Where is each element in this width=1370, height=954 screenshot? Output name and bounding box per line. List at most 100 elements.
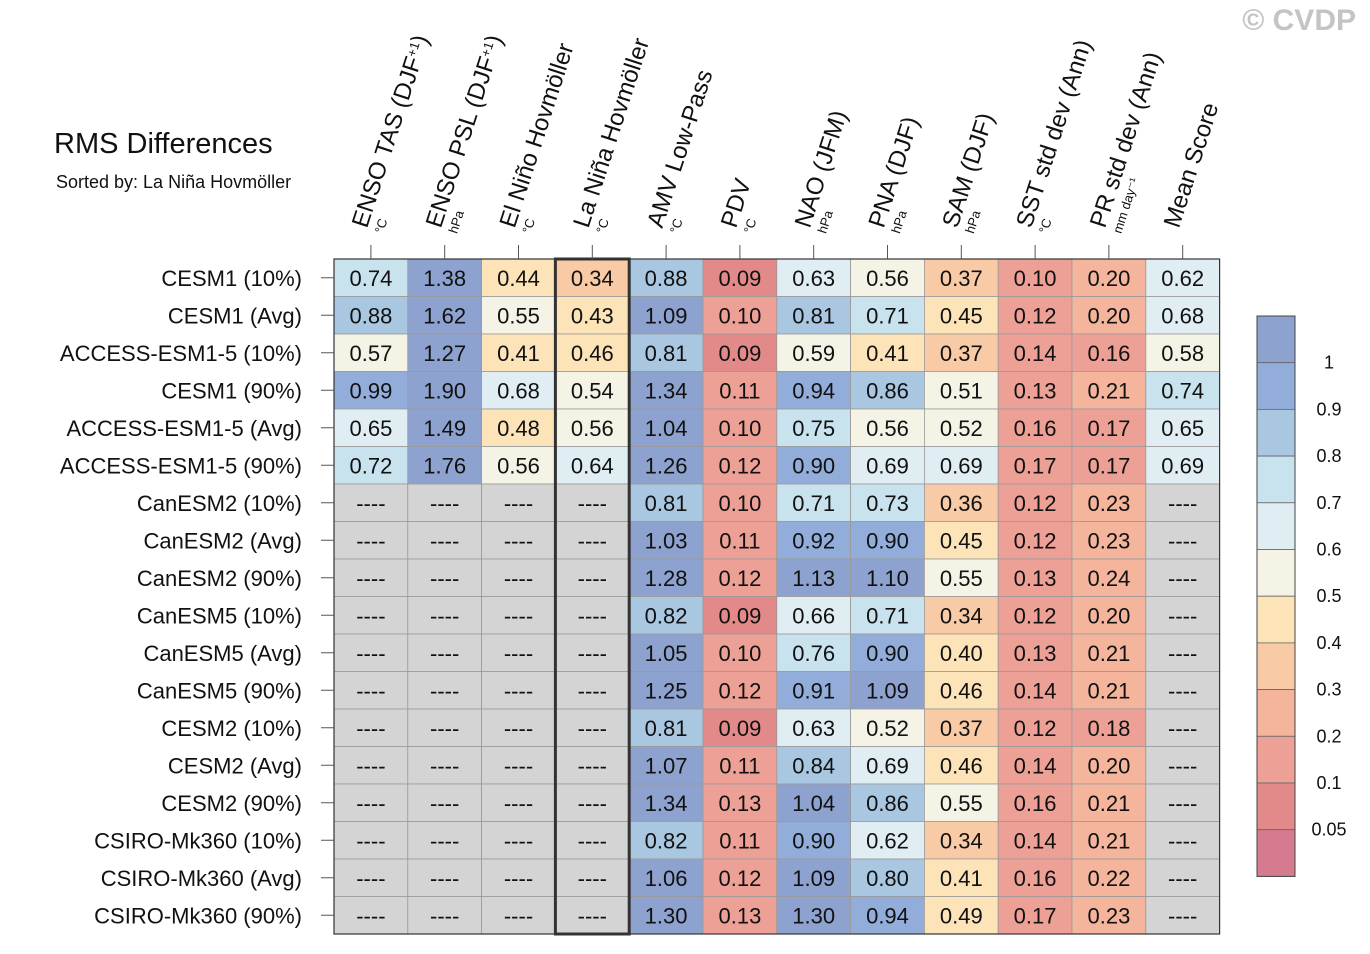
heatmap-cell	[481, 858, 556, 897]
cell-value: 0.10	[718, 491, 761, 516]
cell-value: 0.16	[1014, 866, 1057, 891]
heatmap-cell	[407, 746, 482, 785]
heatmap-cell	[1071, 746, 1147, 785]
cell-value: 0.55	[940, 791, 983, 816]
cell-value: 0.68	[1161, 303, 1204, 328]
cell-value: 0.41	[497, 341, 540, 366]
heatmap-cell	[776, 446, 851, 485]
heatmap-cell	[1071, 896, 1147, 935]
heatmap-cell	[407, 483, 482, 522]
cell-value: 0.37	[940, 716, 983, 741]
row-label: CESM1 (Avg)	[168, 303, 302, 328]
heatmap-cell	[407, 446, 482, 485]
heatmap-cell	[555, 408, 630, 447]
heatmap-cell	[702, 596, 778, 635]
heatmap-cell	[333, 821, 409, 860]
heatmap-cell	[407, 596, 482, 635]
cell-value: 0.20	[1087, 303, 1130, 328]
heatmap-cell	[776, 896, 851, 935]
cell-value: 1.28	[645, 566, 688, 591]
cell-value: 0.55	[497, 303, 540, 328]
chart-title: RMS Differences	[54, 128, 273, 160]
cell-value: 0.21	[1087, 641, 1130, 666]
cell-value: 0.71	[792, 491, 835, 516]
cell-value: 0.73	[866, 491, 909, 516]
cell-value: 0.16	[1014, 791, 1057, 816]
heatmap-cell	[924, 483, 999, 522]
cell-value: 0.12	[1014, 528, 1057, 553]
cell-value: 0.13	[1014, 641, 1057, 666]
cell-value: 0.14	[1014, 678, 1057, 703]
heatmap-cell	[702, 296, 778, 335]
row-label: CanESM2 (Avg)	[143, 528, 302, 553]
heatmap-cell	[407, 896, 482, 935]
cell-value: ----	[578, 491, 607, 516]
cell-value: ----	[504, 641, 533, 666]
heatmap-cell	[628, 446, 704, 485]
cell-value: ----	[578, 828, 607, 853]
cell-value: ----	[1168, 716, 1197, 741]
cell-value: 0.45	[940, 303, 983, 328]
colorbar-segment	[1256, 829, 1296, 877]
heatmap-cell	[1071, 258, 1147, 297]
heatmap-cell	[1145, 671, 1221, 710]
row-label: CanESM5 (Avg)	[143, 641, 302, 666]
heatmap-cell	[1071, 671, 1147, 710]
cell-value: 0.12	[1014, 303, 1057, 328]
cell-value: 0.58	[1161, 341, 1204, 366]
cell-value: 0.34	[571, 266, 614, 291]
cell-value: 0.41	[866, 341, 909, 366]
heatmap-cell	[1145, 746, 1221, 785]
cell-value: ----	[356, 678, 385, 703]
heatmap-cell	[628, 708, 704, 747]
cell-value: ----	[430, 866, 459, 891]
heatmap-cell	[702, 633, 778, 672]
heatmap-cell	[850, 783, 925, 822]
column-label-text: ENSO PSL (DJF+1)	[421, 32, 509, 231]
heatmap-cell	[850, 746, 925, 785]
cell-value: ----	[356, 866, 385, 891]
cell-value: 0.90	[866, 641, 909, 666]
heatmap-cell	[850, 521, 925, 560]
heatmap-cell	[850, 258, 925, 297]
cell-value: 0.54	[571, 378, 614, 403]
heatmap-cell	[924, 783, 999, 822]
colorbar-segment	[1256, 595, 1296, 644]
cell-value: ----	[430, 603, 459, 628]
cell-value: 0.21	[1087, 678, 1130, 703]
cell-value: 0.23	[1087, 903, 1130, 928]
heatmap-cell	[776, 783, 851, 822]
cell-value: 0.09	[718, 603, 761, 628]
row-label: CanESM2 (10%)	[137, 491, 302, 516]
cell-value: 0.81	[792, 303, 835, 328]
cell-value: ----	[504, 791, 533, 816]
cell-value: ----	[504, 828, 533, 853]
column-unit: hPa	[888, 208, 910, 235]
heatmap-cell	[1071, 521, 1147, 560]
cell-value: 0.40	[940, 641, 983, 666]
cell-value: 0.99	[349, 378, 392, 403]
cell-value: 0.56	[866, 416, 909, 441]
row-label: CSIRO-Mk360 (10%)	[94, 828, 302, 853]
heatmap-cell	[997, 521, 1073, 560]
cell-value: 0.17	[1014, 453, 1057, 478]
column-unit: °C	[593, 217, 612, 236]
heatmap-cell	[333, 858, 409, 897]
heatmap-cell	[924, 708, 999, 747]
cell-value: 0.63	[792, 716, 835, 741]
cell-value: 1.27	[423, 341, 466, 366]
heatmap-cell	[555, 746, 630, 785]
heatmap-cell	[850, 596, 925, 635]
colorbar-segment	[1256, 642, 1296, 691]
cell-value: ----	[504, 678, 533, 703]
heatmap-cell	[1145, 258, 1221, 297]
cell-value: 0.12	[718, 566, 761, 591]
heatmap-cell	[481, 708, 556, 747]
cell-value: ----	[578, 716, 607, 741]
heatmap-cell	[481, 596, 556, 635]
heatmap-cell	[333, 896, 409, 935]
heatmap-cell	[628, 296, 704, 335]
cell-value: 1.62	[423, 303, 466, 328]
cell-value: 1.34	[645, 791, 688, 816]
